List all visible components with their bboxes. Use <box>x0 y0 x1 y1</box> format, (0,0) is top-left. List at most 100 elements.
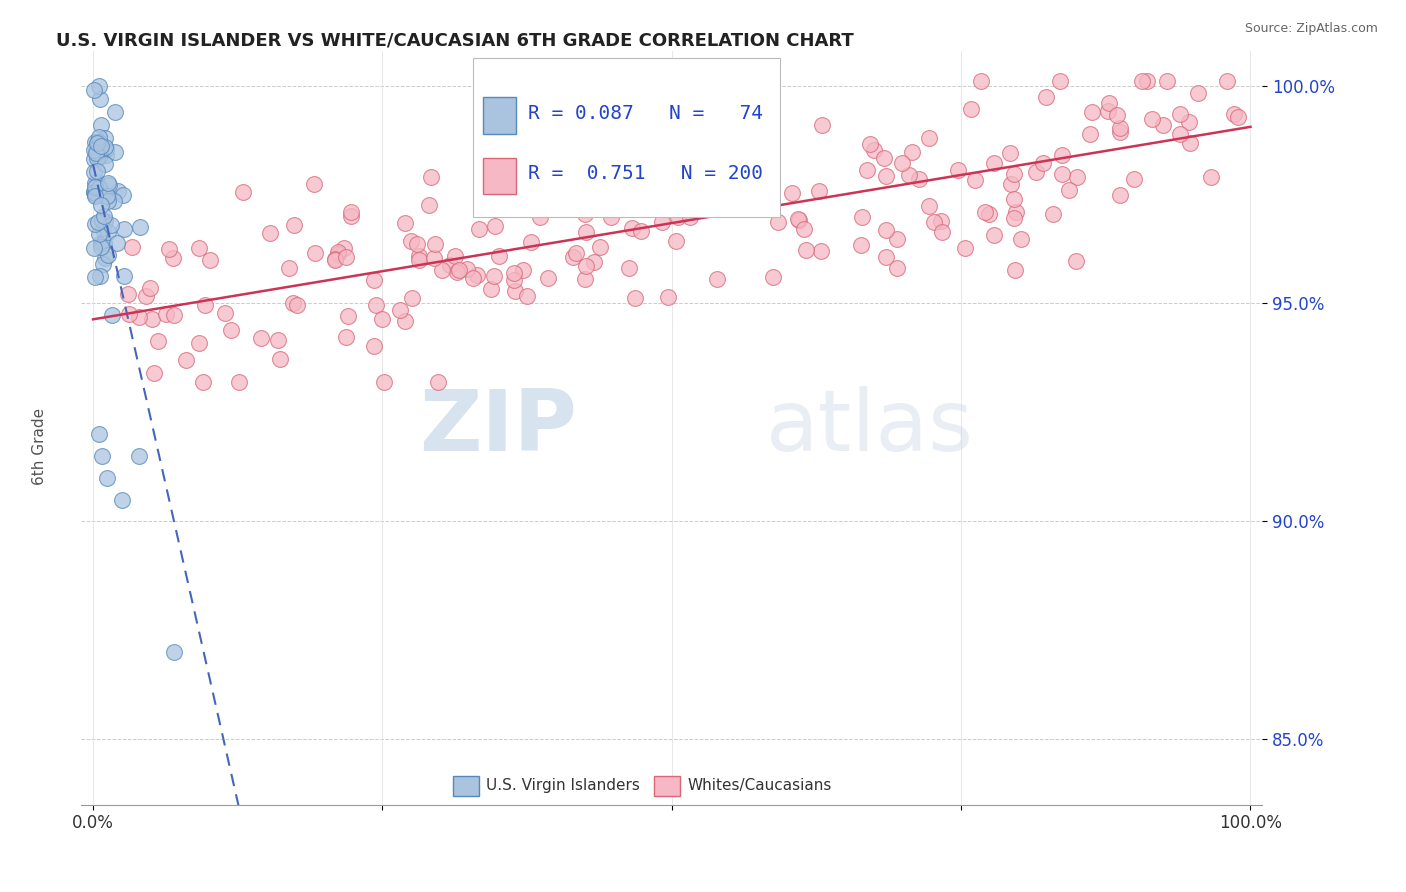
Point <box>269 352 291 367</box>
Point <box>194 298 217 312</box>
Point <box>84 145 107 160</box>
Point <box>574 272 596 286</box>
Text: atlas: atlas <box>766 386 974 469</box>
Point <box>418 198 440 212</box>
Point <box>1122 172 1144 186</box>
Point <box>83 179 105 194</box>
Point <box>363 273 385 287</box>
Point <box>250 331 273 345</box>
Point <box>188 336 211 351</box>
Point <box>1050 148 1073 162</box>
Point <box>875 222 897 236</box>
Point <box>121 240 143 254</box>
Point <box>141 312 163 326</box>
Point <box>107 184 129 198</box>
Point <box>94 148 117 162</box>
Point <box>468 222 491 236</box>
Text: 6th Grade: 6th Grade <box>32 408 46 484</box>
Text: R = 0.087   N =   74: R = 0.087 N = 74 <box>527 103 762 123</box>
Point <box>283 219 305 233</box>
Point <box>157 242 180 256</box>
Point <box>366 298 388 312</box>
Point <box>849 237 872 252</box>
Point <box>1005 204 1028 219</box>
Point <box>96 189 118 203</box>
Point <box>91 186 114 201</box>
Point <box>328 245 350 260</box>
Point <box>214 306 236 320</box>
Point <box>91 222 114 236</box>
Point <box>129 220 152 235</box>
Point <box>1105 108 1128 122</box>
Point <box>983 228 1005 243</box>
Point <box>267 333 290 347</box>
Point <box>277 260 299 275</box>
Point <box>1066 169 1088 184</box>
Point <box>90 118 112 132</box>
Point <box>484 219 506 233</box>
Point <box>302 178 325 192</box>
Point <box>427 375 450 389</box>
Point <box>83 185 105 199</box>
Point <box>1042 207 1064 221</box>
FancyBboxPatch shape <box>453 776 479 796</box>
Point <box>679 210 702 224</box>
Point <box>1064 254 1087 268</box>
Point <box>1216 74 1239 88</box>
Point <box>531 175 554 189</box>
Point <box>638 165 661 179</box>
Text: U.S. Virgin Islanders: U.S. Virgin Islanders <box>486 778 640 793</box>
Point <box>87 150 110 164</box>
Point <box>1168 107 1191 121</box>
Point <box>146 334 169 349</box>
Point <box>1199 169 1222 184</box>
Point <box>1136 74 1159 88</box>
Point <box>918 199 941 213</box>
Point <box>94 140 117 154</box>
Point <box>599 210 621 224</box>
Point <box>84 135 107 149</box>
Point <box>1025 165 1047 179</box>
Point <box>128 310 150 325</box>
Point <box>83 217 105 231</box>
Point <box>89 78 111 93</box>
Point <box>1010 232 1032 246</box>
Point <box>86 175 108 189</box>
Point <box>439 258 461 272</box>
Point <box>733 174 755 188</box>
Point <box>430 262 453 277</box>
Point <box>1097 103 1119 118</box>
Point <box>89 92 111 106</box>
Point <box>565 246 588 260</box>
Point <box>90 139 112 153</box>
Point <box>86 136 108 151</box>
Point <box>104 145 127 159</box>
Point <box>931 225 953 239</box>
Point <box>408 249 430 263</box>
Point <box>162 252 184 266</box>
Point <box>575 259 598 273</box>
Point <box>112 188 135 202</box>
Point <box>1004 262 1026 277</box>
Point <box>963 173 986 187</box>
Point <box>1108 187 1130 202</box>
Point <box>1178 136 1201 151</box>
Point <box>191 375 214 389</box>
Point <box>787 213 810 227</box>
Point <box>135 289 157 303</box>
Point <box>94 142 117 156</box>
Point <box>103 194 125 209</box>
Point <box>575 225 598 239</box>
Point <box>886 260 908 275</box>
Point <box>444 249 467 263</box>
Point <box>89 269 111 284</box>
Point <box>811 118 834 132</box>
Point <box>873 151 896 165</box>
Point <box>370 311 392 326</box>
Point <box>787 212 810 227</box>
Point <box>97 248 120 262</box>
Point <box>232 185 254 199</box>
Point <box>90 197 112 211</box>
Point <box>953 241 976 255</box>
Point <box>891 156 914 170</box>
